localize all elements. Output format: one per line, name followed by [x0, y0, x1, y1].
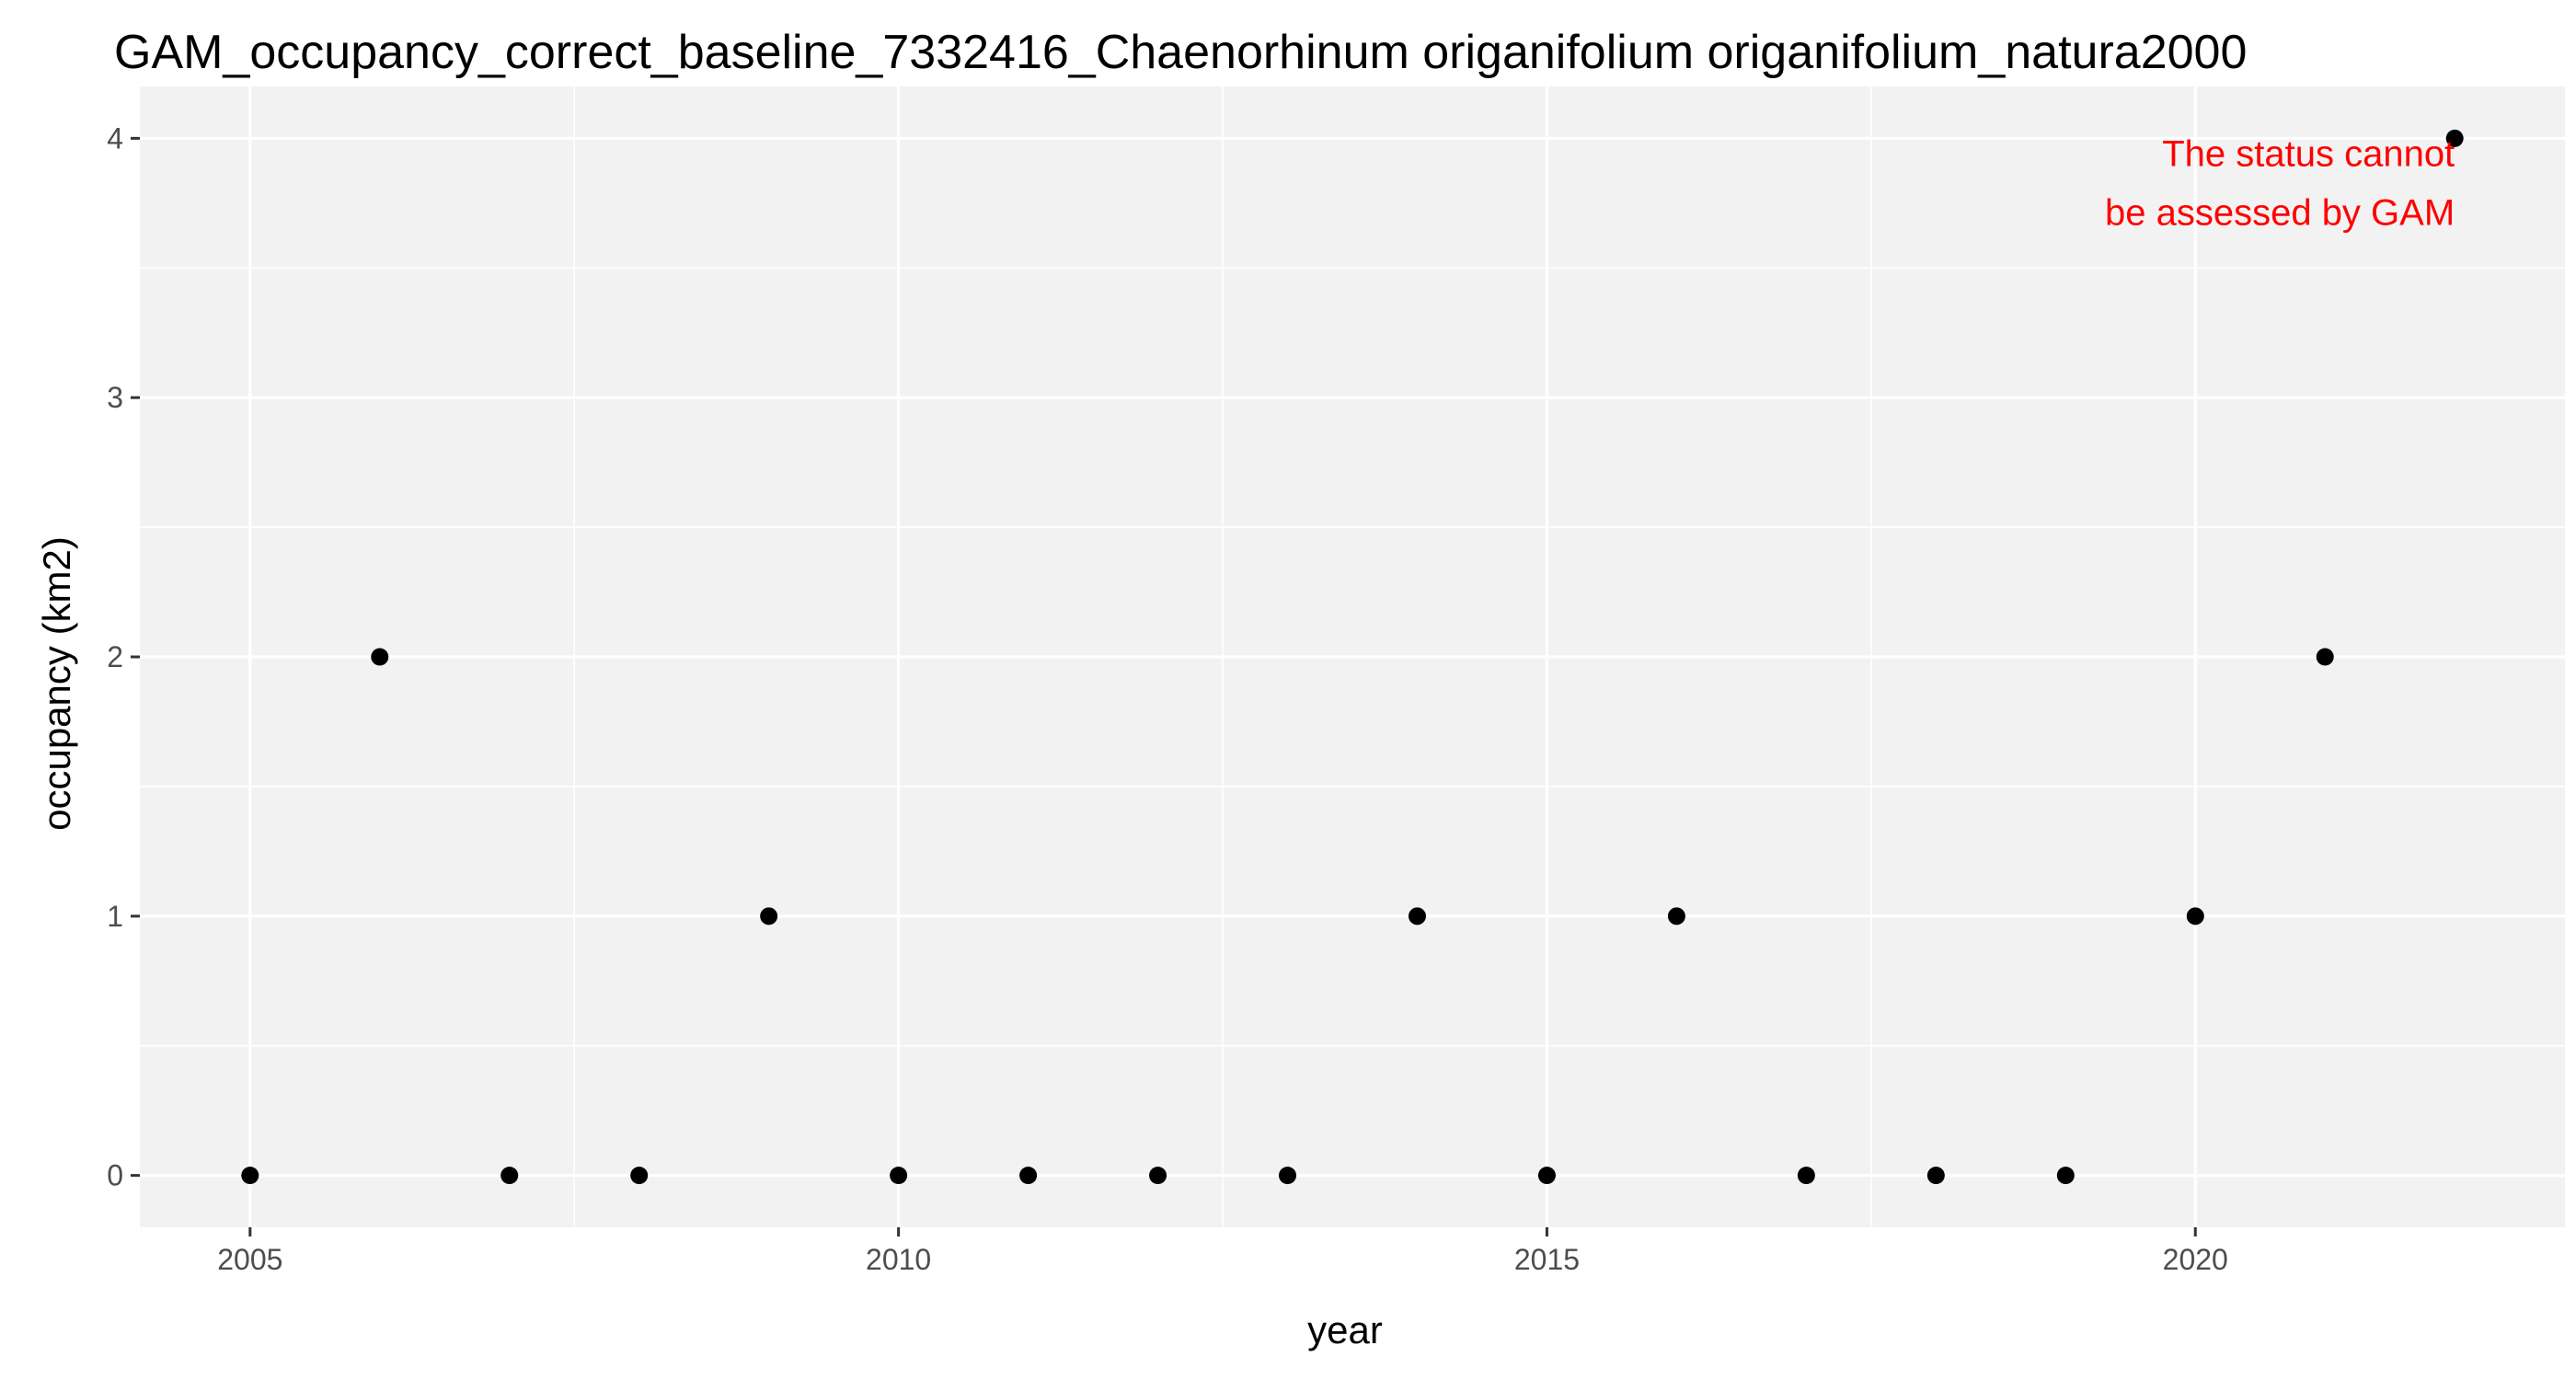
- data-point: [1797, 1167, 1815, 1185]
- data-point: [371, 648, 389, 666]
- data-point: [2316, 648, 2334, 666]
- x-tick-label: 2005: [217, 1243, 282, 1276]
- chart-title: GAM_occupancy_correct_baseline_7332416_C…: [114, 26, 2247, 79]
- data-points: [241, 129, 2464, 1185]
- y-tick-label: 4: [107, 121, 123, 155]
- data-point: [2056, 1167, 2075, 1185]
- y-tick-label: 3: [107, 381, 123, 414]
- data-point: [890, 1167, 908, 1185]
- data-point: [1019, 1167, 1038, 1185]
- data-point: [241, 1167, 259, 1185]
- x-axis-title: year: [1307, 1308, 1383, 1351]
- data-point: [2445, 129, 2464, 147]
- annotation-line: be assessed by GAM: [2105, 192, 2455, 233]
- y-tick-label: 0: [107, 1159, 123, 1192]
- axes: 2005 2010 2015 2020 0 1 2 3 4: [107, 121, 2228, 1276]
- x-tick-label: 2010: [866, 1243, 931, 1276]
- data-point: [2186, 907, 2204, 926]
- gridlines: [140, 86, 2565, 1227]
- data-point: [1667, 907, 1685, 926]
- data-point: [1149, 1167, 1167, 1185]
- x-tick-label: 2015: [1514, 1243, 1580, 1276]
- annotation-line: The status cannot: [2162, 133, 2455, 174]
- data-point: [1926, 1167, 1945, 1185]
- y-axis-title: occupancy (km2): [35, 536, 78, 831]
- data-point: [1408, 907, 1426, 926]
- data-point: [500, 1167, 519, 1185]
- y-tick-label: 2: [107, 640, 123, 673]
- data-point: [630, 1167, 649, 1185]
- data-point: [1537, 1167, 1556, 1185]
- data-point: [760, 907, 778, 926]
- x-tick-label: 2020: [2163, 1243, 2228, 1276]
- data-point: [1279, 1167, 1297, 1185]
- annotation: The status cannot be assessed by GAM: [2105, 133, 2455, 233]
- y-tick-label: 1: [107, 900, 123, 933]
